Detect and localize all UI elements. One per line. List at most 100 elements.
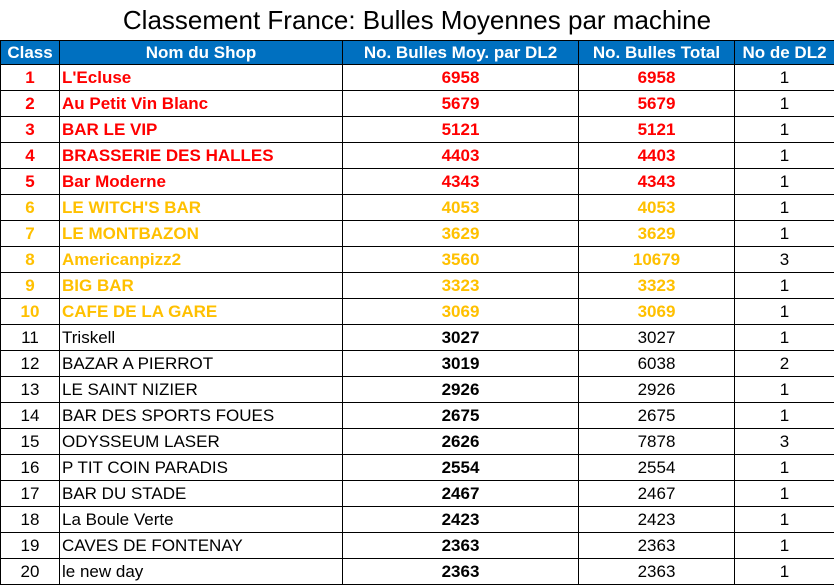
column-header-total-bubbles[interactable]: No. Bulles Total [578,40,735,65]
column-header-avg-bubbles[interactable]: No. Bulles Moy. par DL2 [342,40,579,65]
total-bubbles-cell: 6038 [578,350,735,377]
total-bubbles-cell: 4343 [578,168,735,195]
avg-bubbles-cell: 5679 [342,90,579,117]
total-bubbles-cell: 4403 [578,142,735,169]
total-bubbles-cell: 4053 [578,194,735,221]
avg-bubbles-cell: 3629 [342,220,579,247]
avg-bubbles-cell: 5121 [342,116,579,143]
total-bubbles-cell: 6958 [578,64,735,91]
avg-bubbles-cell: 6958 [342,64,579,91]
shop-name-cell: BAR DES SPORTS FOUES [59,402,343,429]
dl2-count-cell: 1 [734,272,834,299]
table-row[interactable]: 17 BAR DU STADE 2467 2467 1 [0,480,834,507]
dl2-count-cell: 1 [734,64,834,91]
dl2-count-cell: 3 [734,246,834,273]
rank-cell: 16 [0,454,60,481]
dl2-count-cell: 1 [734,142,834,169]
dl2-count-cell: 1 [734,376,834,403]
rank-cell: 14 [0,402,60,429]
avg-bubbles-cell: 4403 [342,142,579,169]
rank-cell: 19 [0,532,60,559]
dl2-count-cell: 3 [734,428,834,455]
dl2-count-cell: 1 [734,532,834,559]
avg-bubbles-cell: 2423 [342,506,579,533]
table-row[interactable]: 15 ODYSSEUM LASER 2626 7878 3 [0,428,834,455]
avg-bubbles-cell: 3560 [342,246,579,273]
table-row[interactable]: 3 BAR LE VIP 5121 5121 1 [0,116,834,143]
table-row[interactable]: 2 Au Petit Vin Blanc 5679 5679 1 [0,90,834,117]
avg-bubbles-cell: 3069 [342,298,579,325]
rank-cell: 6 [0,194,60,221]
table-row[interactable]: 10 CAFE DE LA GARE 3069 3069 1 [0,298,834,325]
table-row[interactable]: 18 La Boule Verte 2423 2423 1 [0,506,834,533]
dl2-count-cell: 1 [734,506,834,533]
total-bubbles-cell: 7878 [578,428,735,455]
shop-name-cell: La Boule Verte [59,506,343,533]
dl2-count-cell: 1 [734,194,834,221]
avg-bubbles-cell: 2467 [342,480,579,507]
shop-name-cell: Bar Moderne [59,168,343,195]
dl2-count-cell: 1 [734,454,834,481]
dl2-count-cell: 1 [734,168,834,195]
total-bubbles-cell: 2363 [578,558,735,585]
table-row[interactable]: 5 Bar Moderne 4343 4343 1 [0,168,834,195]
table-row[interactable]: 19 CAVES DE FONTENAY 2363 2363 1 [0,532,834,559]
total-bubbles-cell: 2423 [578,506,735,533]
shop-name-cell: BAR LE VIP [59,116,343,143]
avg-bubbles-cell: 3323 [342,272,579,299]
table-row[interactable]: 7 LE MONTBAZON 3629 3629 1 [0,220,834,247]
avg-bubbles-cell: 2363 [342,558,579,585]
column-header-shop[interactable]: Nom du Shop [59,40,343,65]
rank-cell: 15 [0,428,60,455]
total-bubbles-cell: 3323 [578,272,735,299]
column-header-dl2-count[interactable]: No de DL2 [734,40,834,65]
table-row[interactable]: 6 LE WITCH'S BAR 4053 4053 1 [0,194,834,221]
table-row[interactable]: 9 BIG BAR 3323 3323 1 [0,272,834,299]
table-row[interactable]: 20 le new day 2363 2363 1 [0,558,834,585]
shop-name-cell: Americanpizz2 [59,246,343,273]
shop-name-cell: BIG BAR [59,272,343,299]
table-row[interactable]: 1 L'Ecluse 6958 6958 1 [0,64,834,91]
dl2-count-cell: 1 [734,116,834,143]
avg-bubbles-cell: 2554 [342,454,579,481]
table-row[interactable]: 14 BAR DES SPORTS FOUES 2675 2675 1 [0,402,834,429]
avg-bubbles-cell: 2926 [342,376,579,403]
rank-cell: 7 [0,220,60,247]
table-row[interactable]: 12 BAZAR A PIERROT 3019 6038 2 [0,350,834,377]
rank-cell: 3 [0,116,60,143]
dl2-count-cell: 1 [734,480,834,507]
avg-bubbles-cell: 2675 [342,402,579,429]
dl2-count-cell: 1 [734,298,834,325]
rank-cell: 20 [0,558,60,585]
total-bubbles-cell: 2467 [578,480,735,507]
total-bubbles-cell: 10679 [578,246,735,273]
shop-name-cell: LE MONTBAZON [59,220,343,247]
rank-cell: 1 [0,64,60,91]
total-bubbles-cell: 3629 [578,220,735,247]
dl2-count-cell: 2 [734,350,834,377]
dl2-count-cell: 1 [734,402,834,429]
rank-cell: 13 [0,376,60,403]
shop-name-cell: CAFE DE LA GARE [59,298,343,325]
total-bubbles-cell: 2675 [578,402,735,429]
table-row[interactable]: 16 P TIT COIN PARADIS 2554 2554 1 [0,454,834,481]
rank-cell: 5 [0,168,60,195]
shop-name-cell: Au Petit Vin Blanc [59,90,343,117]
table-row[interactable]: 11 Triskell 3027 3027 1 [0,324,834,351]
total-bubbles-cell: 3069 [578,298,735,325]
total-bubbles-cell: 3027 [578,324,735,351]
table-row[interactable]: 13 LE SAINT NIZIER 2926 2926 1 [0,376,834,403]
column-header-rank[interactable]: Class [0,40,60,65]
page-title: Classement France: Bulles Moyennes par m… [122,5,712,35]
table-row[interactable]: 4 BRASSERIE DES HALLES 4403 4403 1 [0,142,834,169]
dl2-count-cell: 1 [734,558,834,585]
shop-name-cell: ODYSSEUM LASER [59,428,343,455]
shop-name-cell: L'Ecluse [59,64,343,91]
rank-cell: 9 [0,272,60,299]
table-row[interactable]: 8 Americanpizz2 3560 10679 3 [0,246,834,273]
dl2-count-cell: 1 [734,324,834,351]
table-body: 1 L'Ecluse 6958 6958 1 2 Au Petit Vin Blanc 567… [0,64,834,585]
shop-name-cell: BAR DU STADE [59,480,343,507]
dl2-count-cell: 1 [734,220,834,247]
dl2-count-cell: 1 [734,90,834,117]
